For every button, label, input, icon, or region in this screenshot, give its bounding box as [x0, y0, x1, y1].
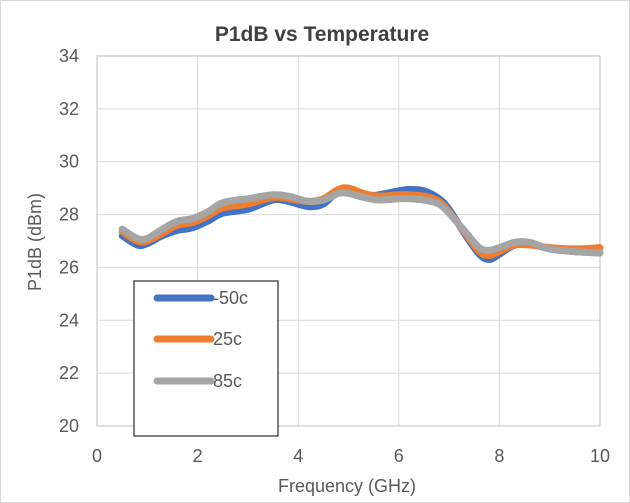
legend: -50c 25c 85c: [133, 280, 279, 437]
x-tick-label: 8: [494, 446, 504, 466]
x-axis-label: Frequency (GHz): [278, 476, 416, 496]
y-tick-label: 30: [59, 152, 79, 172]
y-tick-label: 22: [59, 363, 79, 383]
y-axis-label: P1dB (dBm): [25, 193, 45, 291]
legend-label-3: 85c: [213, 371, 242, 391]
x-tick-label: 4: [293, 446, 303, 466]
x-tick-label: 2: [193, 446, 203, 466]
plot-area: [96, 55, 601, 427]
x-tick-label: 6: [394, 446, 404, 466]
y-tick-label: 28: [59, 205, 79, 225]
y-tick-label: 32: [59, 99, 79, 119]
x-tick-label: 0: [92, 446, 102, 466]
series-line-3: [118, 189, 604, 257]
y-tick-label: 24: [59, 310, 79, 330]
y-tick-label: 26: [59, 257, 79, 277]
chart-title: P1dB vs Temperature: [215, 23, 429, 46]
y-tick-label: 20: [59, 416, 79, 436]
x-tick-label: 10: [590, 446, 610, 466]
legend-box: [133, 280, 279, 437]
legend-label-1: -50c: [213, 288, 248, 308]
series-line-2: [118, 184, 604, 259]
data-series: [118, 184, 604, 263]
legend-label-2: 25c: [213, 329, 242, 349]
y-tick-label: 34: [59, 46, 79, 66]
